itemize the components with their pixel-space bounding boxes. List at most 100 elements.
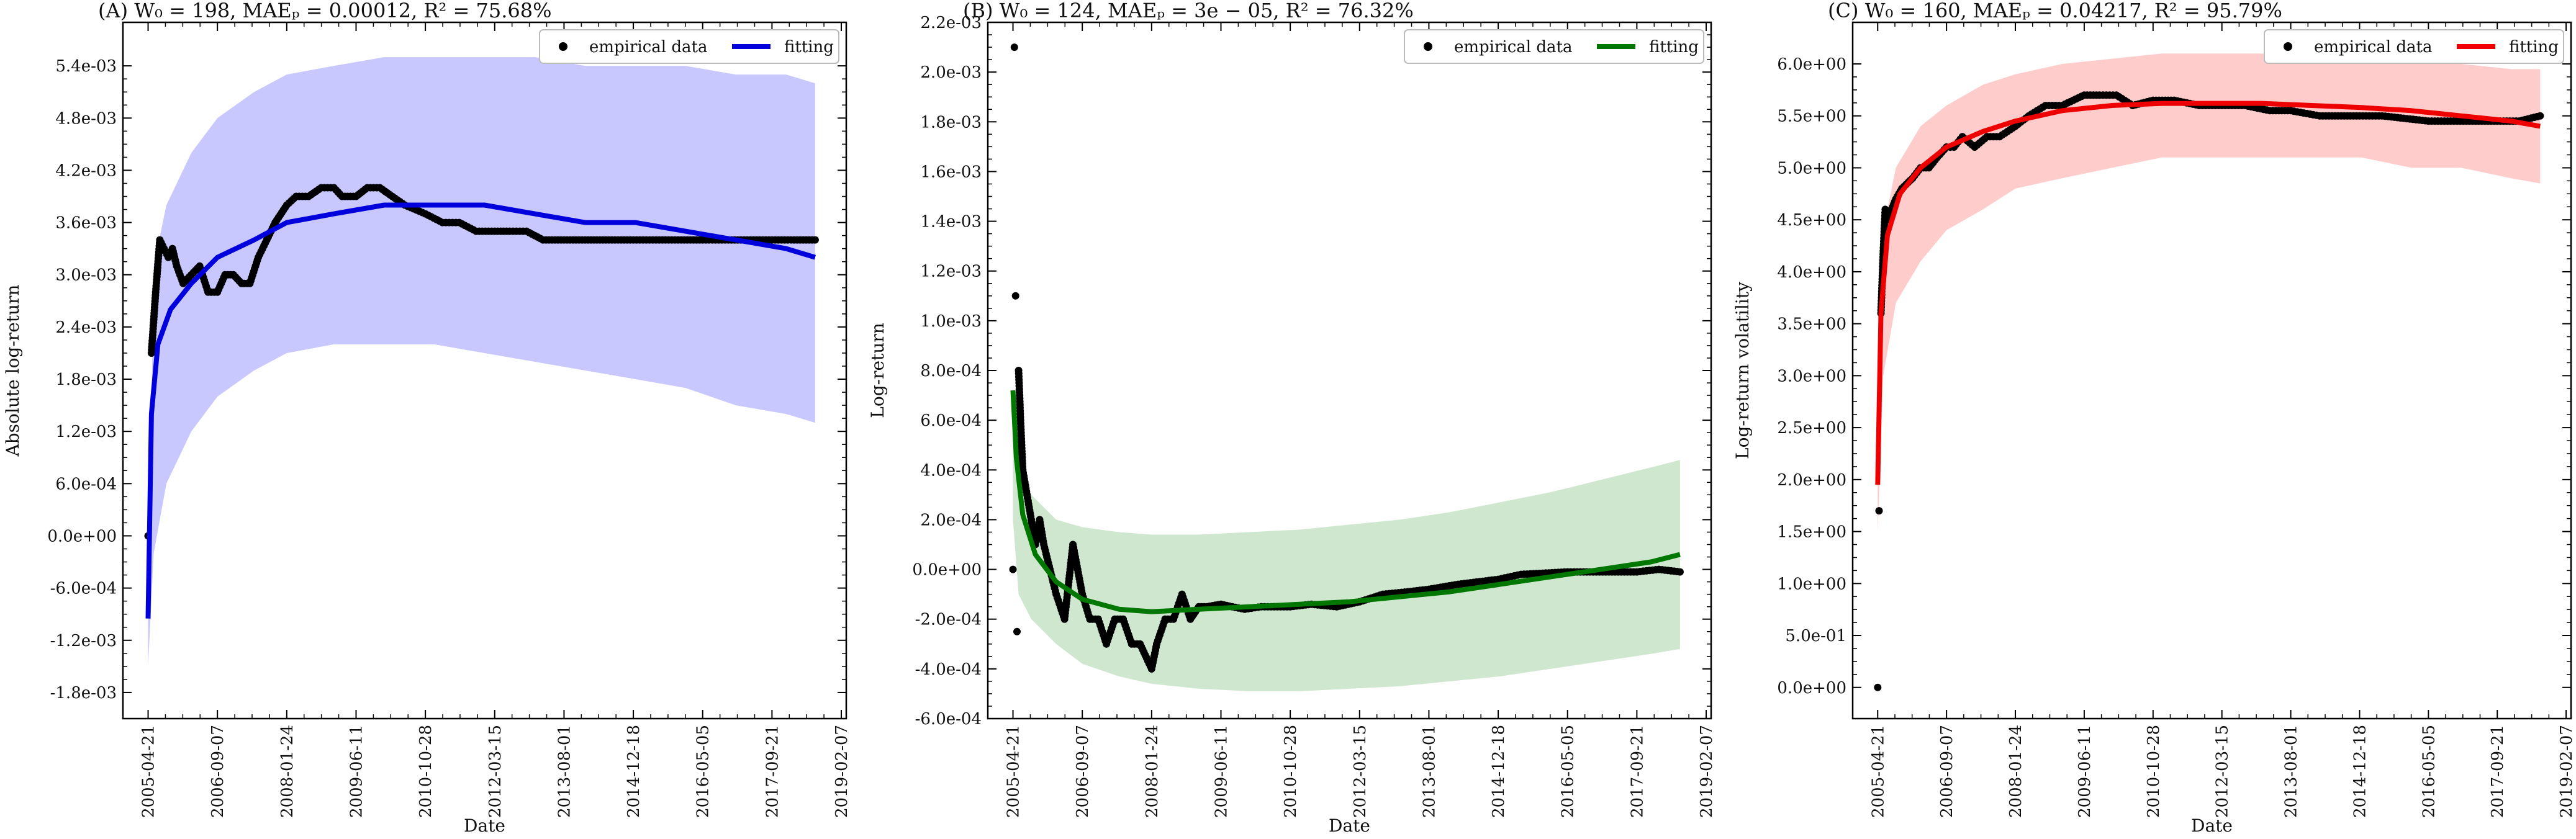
y-tick-label: 4.5e+00 bbox=[1777, 211, 1846, 230]
x-tick-label: 2006-09-07 bbox=[1073, 725, 1092, 818]
data-point bbox=[1009, 565, 1017, 573]
legend-box bbox=[1404, 29, 1704, 64]
y-tick-label: 8.0e-04 bbox=[920, 362, 982, 380]
x-tick-label: 2009-06-11 bbox=[2076, 725, 2094, 818]
y-tick-label: 2.5e+00 bbox=[1777, 419, 1846, 437]
y-tick-label: 0.0e+00 bbox=[1777, 679, 1846, 698]
fitting-line bbox=[145, 202, 816, 619]
x-axis-label: Date bbox=[1329, 815, 1370, 836]
y-axis-label: Log-return bbox=[867, 323, 888, 418]
legend-label-empirical: empirical data bbox=[1454, 38, 1572, 56]
x-tick-label: 2019-02-07 bbox=[1697, 725, 1716, 818]
x-axis-label: Date bbox=[464, 815, 505, 836]
chart-title: (C) W₀ = 160, MAEₚ = 0.04217, R² = 95.79… bbox=[1828, 0, 2282, 22]
chart-title: (A) W₀ = 198, MAEₚ = 0.00012, R² = 75.68… bbox=[98, 0, 552, 22]
x-tick-label: 2008-01-24 bbox=[1143, 725, 1162, 818]
y-tick-label: 5.0e+00 bbox=[1777, 159, 1846, 177]
panel-a: -1.8e-03 -1.2e-03 -6.0e-04 0.0e+00 6.0e-04 1.… bbox=[2, 0, 851, 836]
y-axis-label: Absolute log-return bbox=[2, 285, 23, 457]
data-point bbox=[1013, 627, 1021, 635]
y-tick-label: 1.8e-03 bbox=[55, 370, 117, 389]
y-tick-label: 4.2e-03 bbox=[55, 161, 117, 180]
y-tick-label: 5.0e-01 bbox=[1785, 627, 1846, 645]
x-tick-label: 2016-05-05 bbox=[1559, 725, 1578, 818]
x-tick-label: 2010-10-28 bbox=[2144, 725, 2163, 818]
x-tick-label: 2006-09-07 bbox=[1938, 725, 1956, 818]
data-point bbox=[1011, 292, 1019, 300]
data-point bbox=[1875, 507, 1883, 515]
y-tick-label: -4.0e-04 bbox=[915, 660, 982, 679]
x-tick-label: 2014-12-18 bbox=[1489, 725, 1508, 818]
y-tick-label: 5.4e-03 bbox=[55, 57, 117, 76]
x-tick-label: 2006-09-07 bbox=[209, 725, 227, 818]
y-tick-label: 3.0e+00 bbox=[1777, 367, 1846, 385]
panel-c: 0.0e+00 5.0e-01 1.0e+00 1.5e+00 2.0e+00 2.5e+… bbox=[1732, 0, 2576, 836]
y-tick-label: 3.6e-03 bbox=[55, 214, 117, 233]
x-tick-label: 2005-04-21 bbox=[1869, 725, 1887, 818]
data-point bbox=[811, 236, 819, 244]
y-tick-label: 5.5e+00 bbox=[1777, 107, 1846, 126]
x-tick-label: 2008-01-24 bbox=[278, 725, 297, 818]
legend: empirical data fitting bbox=[539, 29, 839, 64]
legend-label-empirical: empirical data bbox=[2314, 38, 2432, 56]
x-tick-label: 2014-12-18 bbox=[2351, 725, 2369, 818]
legend-label-fitting: fitting bbox=[784, 38, 834, 56]
y-tick-label: -6.0e-04 bbox=[50, 580, 117, 598]
x-tick-label: 2016-05-05 bbox=[694, 725, 713, 818]
y-tick-label: -1.8e-03 bbox=[50, 684, 117, 702]
y-tick-label: -2.0e-04 bbox=[915, 611, 982, 629]
x-tick-label: 2013-08-01 bbox=[2282, 725, 2301, 818]
confidence-band bbox=[1878, 53, 2541, 532]
x-tick-label: 2013-08-01 bbox=[1420, 725, 1439, 818]
y-tick-label: -1.2e-03 bbox=[50, 632, 117, 650]
legend-marker-empirical bbox=[2284, 42, 2292, 51]
legend-label-fitting: fitting bbox=[2509, 38, 2559, 56]
y-tick-label: 1.4e-03 bbox=[920, 213, 982, 231]
x-tick-label: 2012-03-15 bbox=[1351, 725, 1370, 818]
confidence-band bbox=[148, 57, 815, 666]
y-tick-label: 3.5e+00 bbox=[1777, 315, 1846, 334]
x-tick-label: 2019-02-07 bbox=[2557, 725, 2576, 818]
plot-frame bbox=[1851, 21, 2572, 720]
y-tick-label: 1.5e+00 bbox=[1777, 523, 1846, 542]
legend-label-fitting: fitting bbox=[1649, 38, 1699, 56]
legend-marker-empirical bbox=[559, 42, 567, 51]
x-tick-label: 2010-10-28 bbox=[1281, 725, 1300, 818]
y-tick-label: 0.0e+00 bbox=[912, 561, 982, 580]
data-point bbox=[2536, 112, 2544, 120]
y-tick-label: 2.0e-04 bbox=[920, 511, 982, 529]
legend-label-empirical: empirical data bbox=[589, 38, 707, 56]
y-tick-label: 4.8e-03 bbox=[55, 109, 117, 128]
x-tick-label: 2014-12-18 bbox=[625, 725, 643, 818]
y-tick-label: 1.6e-03 bbox=[920, 163, 982, 181]
y-axis-label: Log-return volatility bbox=[1732, 282, 1753, 459]
x-tick-label: 2016-05-05 bbox=[2420, 725, 2438, 818]
legend: empirical data fitting bbox=[2264, 29, 2564, 64]
x-tick-label: 2009-06-11 bbox=[1212, 725, 1231, 818]
x-tick-label: 2019-02-07 bbox=[833, 725, 851, 818]
y-tick-label: 2.0e+00 bbox=[1777, 471, 1846, 490]
x-tick-label: 2005-04-21 bbox=[140, 725, 158, 818]
x-axis-label: Date bbox=[2191, 815, 2233, 836]
y-tick-label: 1.2e-03 bbox=[920, 262, 982, 281]
legend-box bbox=[2264, 29, 2564, 64]
legend: empirical data fitting bbox=[1404, 29, 1704, 64]
x-tick-label: 2017-09-21 bbox=[763, 725, 782, 818]
y-tick-label: 2.4e-03 bbox=[55, 318, 117, 337]
fitting-line bbox=[1875, 101, 2541, 485]
x-tick-label: 2013-08-01 bbox=[555, 725, 574, 818]
y-tick-label: 4.0e-04 bbox=[920, 461, 982, 480]
x-tick-label: 2012-03-15 bbox=[486, 725, 505, 818]
y-tick-label: 4.0e+00 bbox=[1777, 263, 1846, 282]
legend-box bbox=[539, 29, 839, 64]
y-tick-label: -6.0e-04 bbox=[915, 710, 982, 729]
confidence-band bbox=[1013, 420, 1680, 691]
x-tick-label: 2009-06-11 bbox=[347, 725, 366, 818]
data-point bbox=[1874, 683, 1882, 691]
x-tick-label: 2012-03-15 bbox=[2213, 725, 2232, 818]
data-point bbox=[1010, 43, 1018, 52]
panel-b: -6.0e-04 -4.0e-04 -2.0e-04 0.0e+00 2.0e-04 4.… bbox=[867, 0, 1716, 836]
chart-title: (B) W₀ = 124, MAEₚ = 3e − 05, R² = 76.32… bbox=[963, 0, 1414, 22]
y-tick-label: 1.8e-03 bbox=[920, 113, 982, 132]
